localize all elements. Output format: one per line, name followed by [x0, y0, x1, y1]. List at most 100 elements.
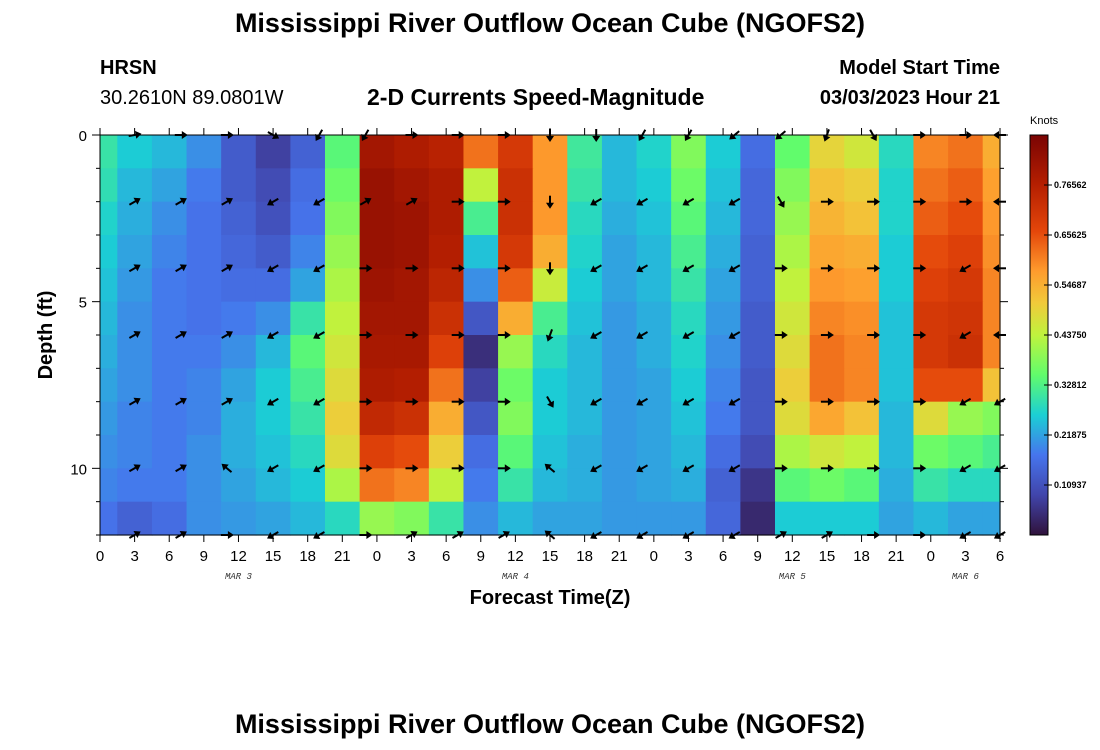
- heatmap-cell: [100, 235, 118, 269]
- heatmap-cell: [255, 401, 291, 436]
- heatmap-cell: [671, 235, 707, 269]
- x-tick-label: 15: [542, 548, 559, 565]
- heatmap-cell: [325, 501, 361, 536]
- heatmap-cell: [117, 401, 153, 436]
- current-arrow: [867, 397, 881, 406]
- heatmap-cell: [428, 168, 465, 203]
- heatmap-cell: [982, 368, 1001, 403]
- current-arrow: [959, 397, 972, 406]
- heatmap-cell: [671, 335, 707, 369]
- heatmap-cell: [636, 435, 672, 469]
- current-arrow: [267, 264, 279, 273]
- current-arrow: [684, 129, 693, 142]
- heatmap-cell: [498, 468, 534, 503]
- heatmap-cell: [636, 468, 672, 503]
- heatmap-cell: [636, 335, 672, 369]
- heatmap-cell: [221, 201, 257, 236]
- heatmap-cell: [948, 468, 984, 503]
- heatmap-cell: [740, 168, 776, 203]
- colorbar-label: 0.76562: [1054, 180, 1087, 190]
- current-arrow: [774, 331, 788, 339]
- current-arrow: [959, 331, 972, 339]
- current-arrow: [682, 331, 695, 339]
- current-arrow: [405, 197, 418, 206]
- current-arrow: [820, 464, 834, 473]
- current-arrow: [359, 464, 373, 473]
- heatmap-cell: [394, 135, 430, 169]
- heatmap-cell: [428, 301, 465, 336]
- current-arrow: [728, 264, 741, 273]
- current-arrow: [267, 331, 279, 339]
- heatmap-cell: [982, 168, 1001, 203]
- heatmap-cell: [982, 301, 1001, 336]
- current-arrow: [359, 197, 372, 206]
- heatmap-cell: [325, 135, 361, 169]
- x-tick-label: 21: [611, 548, 628, 565]
- heatmap-cell: [290, 201, 326, 236]
- heatmap-cell: [567, 435, 603, 469]
- current-arrow: [221, 331, 233, 339]
- current-arrow: [636, 331, 648, 339]
- heatmap-cell: [100, 168, 118, 203]
- current-arrow: [728, 464, 741, 473]
- heatmap-cell: [463, 368, 499, 403]
- heatmap-cell: [394, 435, 430, 469]
- heatmap-cell: [567, 168, 603, 203]
- current-arrow: [959, 464, 972, 473]
- x-tick-label: 18: [576, 548, 593, 565]
- current-arrow: [590, 197, 602, 206]
- heatmap-cell: [636, 301, 672, 336]
- heatmap-cell: [844, 301, 880, 336]
- station-coordinates: 30.2610N 89.0801W: [100, 87, 284, 109]
- heatmap-cell: [463, 201, 499, 236]
- heatmap-cell: [844, 135, 880, 169]
- heatmap-cell: [498, 368, 534, 403]
- y-tick-label: 10: [70, 461, 87, 478]
- heatmap-cell: [705, 235, 741, 269]
- current-arrow: [359, 397, 373, 406]
- heatmap-cell: [740, 135, 776, 169]
- heatmap-cell: [255, 301, 291, 336]
- heatmap-cell: [878, 501, 915, 536]
- heatmap-cell: [221, 235, 257, 269]
- heatmap-cell: [325, 368, 361, 403]
- heatmap-cell: [498, 401, 534, 436]
- heatmap-cell: [567, 268, 603, 303]
- current-arrow: [869, 129, 878, 142]
- heatmap-cell: [100, 401, 118, 436]
- heatmap-cell: [844, 268, 880, 303]
- current-arrow: [497, 397, 511, 406]
- heatmap-cell: [221, 268, 257, 303]
- heatmap-cell: [948, 135, 984, 169]
- heatmap-cell: [151, 235, 188, 269]
- heatmap-cell: [948, 168, 984, 203]
- heatmap-cell: [705, 368, 741, 403]
- heatmap-cell: [463, 468, 499, 503]
- current-arrow: [175, 464, 187, 473]
- heatmap-cell: [117, 501, 153, 536]
- heatmap-cell: [359, 335, 395, 369]
- heatmap-cell: [878, 135, 915, 169]
- current-arrow: [682, 197, 695, 206]
- heatmap-cell: [100, 335, 118, 369]
- x-axis: 0 3 6 9 12 15 18 21 0 3 6 9 12 15 18 21 0 3 6 9 12 15 18 21 0 3 6 M…: [96, 128, 1004, 582]
- heatmap-cell: [117, 468, 153, 503]
- current-arrow: [175, 397, 187, 406]
- model-start-value: 03/03/2023 Hour 21: [819, 87, 1000, 109]
- heatmap-cell: [428, 235, 465, 269]
- heatmap-cell: [601, 335, 638, 369]
- heatmap-cell: [100, 368, 118, 403]
- heatmap-cell: [705, 168, 741, 203]
- colorbar-label: 0.54687: [1054, 280, 1087, 290]
- heatmap-cell: [844, 235, 880, 269]
- current-arrow: [913, 464, 927, 473]
- heatmap-cell: [982, 401, 1001, 436]
- heatmap-cell: [463, 235, 499, 269]
- footer-title: Mississippi River Outflow Ocean Cube (NG…: [234, 709, 866, 739]
- heatmap-cell: [394, 401, 430, 436]
- heatmap-cell: [532, 468, 568, 503]
- current-arrow: [405, 397, 419, 406]
- heatmap-cell: [394, 301, 430, 336]
- heatmap-cell: [359, 501, 395, 536]
- current-arrow: [993, 397, 1006, 406]
